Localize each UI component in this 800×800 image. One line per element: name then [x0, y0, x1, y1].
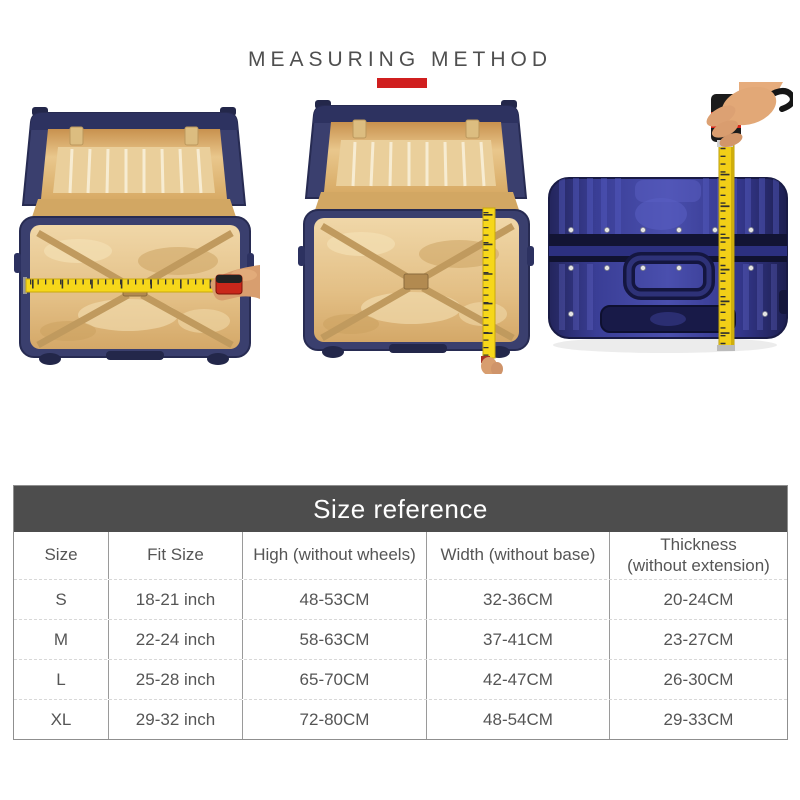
- col-header-fit-size: Fit Size: [109, 532, 243, 579]
- cell-fit: 18-21 inch: [109, 580, 243, 619]
- carry-handle: [623, 252, 715, 300]
- cell-width: 42-47CM: [427, 660, 610, 699]
- table-title-bar: Size reference: [14, 486, 787, 532]
- photo-open-suitcase-height-measurement: [293, 98, 540, 374]
- measuring-tape-vertical: [481, 207, 496, 363]
- cell-size: M: [14, 620, 109, 659]
- measuring-tape-horizontal: [23, 277, 217, 294]
- table-row-m: M 22-24 inch 58-63CM 37-41CM 23-27CM: [14, 619, 787, 659]
- cell-high: 48-53CM: [243, 580, 427, 619]
- cell-width: 37-41CM: [427, 620, 610, 659]
- size-reference-table: Size reference Size Fit Size High (witho…: [13, 485, 788, 740]
- hand-with-tape-measure: [706, 82, 793, 147]
- open-suitcase-height-illustration: [298, 100, 534, 374]
- suitcase-tray: [298, 209, 534, 351]
- cell-size: S: [14, 580, 109, 619]
- rivets: [567, 226, 768, 317]
- cell-thickness: 26-30CM: [663, 669, 734, 689]
- table-header-row: Size Fit Size High (without wheels) Widt…: [14, 532, 787, 579]
- suitcase-lid: [304, 100, 528, 199]
- table-title: Size reference: [313, 493, 488, 524]
- cell-fit: 29-32 inch: [109, 700, 243, 739]
- col-header-high: High (without wheels): [243, 532, 427, 579]
- cell-high: 58-63CM: [243, 620, 427, 659]
- page-title: MEASURING METHOD: [247, 48, 552, 71]
- open-suitcase-width-illustration: [14, 107, 260, 365]
- col-header-thickness: Thickness (without extension): [627, 535, 770, 575]
- photo-closed-suitcase-thickness-measurement: [543, 82, 793, 358]
- fingertips-holding-tape: [481, 357, 503, 374]
- wheels: [39, 351, 229, 365]
- title-underline-accent: [377, 78, 427, 88]
- table-row-l: L 25-28 inch 65-70CM 42-47CM 26-30CM: [14, 659, 787, 699]
- cell-size: L: [14, 660, 109, 699]
- suitcase-body: [548, 177, 788, 339]
- cell-fit: 25-28 inch: [109, 660, 243, 699]
- floor-shadow: [553, 337, 777, 353]
- cell-high: 65-70CM: [243, 660, 427, 699]
- measuring-tape-vertical: [717, 137, 735, 351]
- cell-width: 48-54CM: [427, 700, 610, 739]
- closed-suitcase-thickness-illustration: [548, 82, 793, 353]
- cell-thickness: 20-24CM: [663, 589, 734, 609]
- suitcase-lid: [21, 107, 247, 206]
- hinge-fold: [32, 199, 236, 217]
- cell-thickness: 29-33CM: [663, 709, 734, 729]
- photo-open-suitcase-width-measurement: [8, 103, 260, 367]
- cell-high: 72-80CM: [243, 700, 427, 739]
- table-row-s: S 18-21 inch 48-53CM 32-36CM 20-24CM: [14, 579, 787, 619]
- col-header-width: Width (without base): [427, 532, 610, 579]
- cell-size: XL: [14, 700, 109, 739]
- col-header-size: Size: [14, 532, 109, 579]
- cell-width: 32-36CM: [427, 580, 610, 619]
- hinge-fold: [315, 192, 519, 210]
- cell-fit: 22-24 inch: [109, 620, 243, 659]
- cell-thickness: 23-27CM: [663, 629, 734, 649]
- hand-with-tape-measure: [210, 265, 260, 301]
- table-row-xl: XL 29-32 inch 72-80CM 48-54CM 29-33CM: [14, 699, 787, 739]
